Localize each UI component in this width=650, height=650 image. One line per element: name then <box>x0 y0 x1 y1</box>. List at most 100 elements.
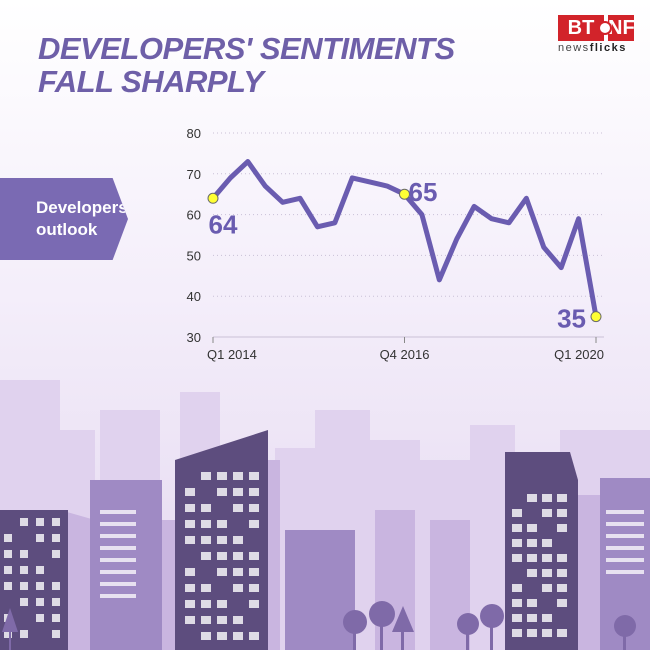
building-window <box>20 582 28 590</box>
y-tick-label: 60 <box>187 208 201 223</box>
building-window <box>542 569 552 577</box>
building-window <box>36 614 44 622</box>
brand-sub-bold: flicks <box>589 42 627 54</box>
tag-line-1: Developers' <box>36 198 132 217</box>
building-window <box>233 472 243 480</box>
building-window <box>233 488 243 496</box>
x-tick-label: Q4 2016 <box>380 347 430 362</box>
building-window <box>527 629 537 637</box>
line-chart: 30 40 50 60 70 80 Q1 2014 Q4 2016 Q1 2020 64 65 3… <box>187 126 604 362</box>
series-line <box>210 159 599 320</box>
building-window <box>36 582 44 590</box>
building-window <box>36 518 44 526</box>
building-window <box>185 488 195 496</box>
building-window <box>527 599 537 607</box>
building-window <box>542 509 552 517</box>
building-window <box>249 520 259 528</box>
building-window <box>185 616 195 624</box>
highlight-point <box>207 192 219 204</box>
building-window <box>527 524 537 532</box>
building-window <box>557 494 567 502</box>
building-window <box>185 520 195 528</box>
building-window <box>233 584 243 592</box>
building-window <box>249 632 259 640</box>
y-axis: 30 40 50 60 70 80 <box>187 126 201 345</box>
building-window <box>542 494 552 502</box>
building-window <box>542 629 552 637</box>
building-window <box>512 599 522 607</box>
building-window <box>217 488 227 496</box>
building-window <box>4 550 12 558</box>
building-window <box>233 504 243 512</box>
building-window <box>527 539 537 547</box>
x-tick-label: Q1 2020 <box>554 347 604 362</box>
building-window <box>217 568 227 576</box>
y-tick-label: 40 <box>187 289 201 304</box>
building-window <box>217 616 227 624</box>
building-window <box>185 568 195 576</box>
brand-main: BT <box>558 15 604 41</box>
point-value-label: 35 <box>557 304 586 334</box>
brand-sub-light: news <box>558 42 590 54</box>
building-window <box>249 504 259 512</box>
building-window <box>249 488 259 496</box>
chart-grid <box>213 132 604 338</box>
building-window <box>185 504 195 512</box>
y-tick-label: 70 <box>187 167 201 182</box>
building-window <box>527 554 537 562</box>
building-window <box>557 599 567 607</box>
title-line-2: FALL SHARPLY <box>38 64 264 99</box>
building-window <box>233 568 243 576</box>
building-window <box>201 504 211 512</box>
building-window <box>36 598 44 606</box>
building-window <box>249 584 259 592</box>
building-window <box>233 536 243 544</box>
building-window <box>36 566 44 574</box>
building-window <box>512 629 522 637</box>
y-tick-label: 80 <box>187 126 201 141</box>
point-value-label: 65 <box>409 177 438 207</box>
building-window <box>542 584 552 592</box>
building-window <box>217 520 227 528</box>
building-window <box>185 600 195 608</box>
building-window <box>557 509 567 517</box>
building-window <box>217 536 227 544</box>
building-window <box>4 582 12 590</box>
building-window <box>557 584 567 592</box>
brand-logo: BT NF newsflicks <box>558 15 644 54</box>
brand-subtitle: newsflicks <box>558 42 644 54</box>
building-window <box>36 534 44 542</box>
building-window <box>512 509 522 517</box>
building-window <box>527 569 537 577</box>
building-window <box>233 616 243 624</box>
building-window <box>52 550 60 558</box>
building-window <box>249 552 259 560</box>
building-window <box>201 632 211 640</box>
building-window <box>52 518 60 526</box>
building-window <box>201 520 211 528</box>
building-window <box>527 614 537 622</box>
building-window <box>52 598 60 606</box>
building-window <box>233 552 243 560</box>
building-window <box>512 614 522 622</box>
building-window <box>20 566 28 574</box>
building-window <box>52 534 60 542</box>
building-window <box>20 518 28 526</box>
building-window <box>217 600 227 608</box>
highlight-point <box>590 311 602 323</box>
building-window <box>557 569 567 577</box>
building-window <box>185 536 195 544</box>
building-window <box>217 472 227 480</box>
building-window <box>249 472 259 480</box>
building-window <box>201 552 211 560</box>
building-window <box>512 539 522 547</box>
series-label-tag: Developers' outlook <box>0 178 128 260</box>
chart-annotations: 64 65 35 <box>207 177 602 334</box>
building-window <box>557 524 567 532</box>
building-window <box>217 552 227 560</box>
building-window <box>557 629 567 637</box>
building-window <box>249 600 259 608</box>
point-value-label: 64 <box>209 209 238 239</box>
y-tick-label: 50 <box>187 248 201 263</box>
building-window <box>201 536 211 544</box>
